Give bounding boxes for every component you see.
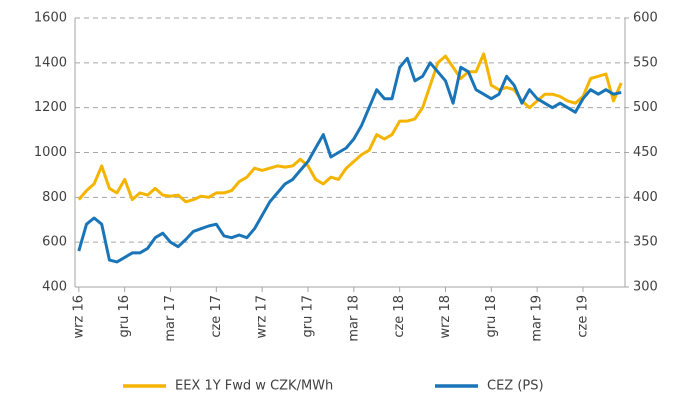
y-tick-label: 800 [42,190,67,205]
x-tick-label: mar 19 [530,295,545,342]
x-tick-label: cze 19 [575,295,590,338]
y2-tick-label: 450 [633,145,658,160]
y2-tick-label: 500 [633,100,658,115]
y2-tick-label: 550 [633,55,658,70]
y-tick-label: 1400 [34,55,67,70]
series-line [77,52,623,204]
y-tick-label: 1200 [34,100,67,115]
x-tick-label: gru 16 [117,295,132,338]
legend-label: EEX 1Y Fwd w CZK/MWh [175,379,333,394]
y2-tick-label: 300 [633,280,658,295]
x-tick-label: wrz 17 [255,295,270,338]
y2-tick-label: 350 [633,235,658,250]
y-tick-label: 400 [42,280,67,295]
x-tick-label: mar 17 [163,295,178,342]
series-line [77,56,622,264]
y-tick-label: 1000 [34,145,67,160]
x-tick-label: wrz 18 [438,295,453,338]
x-tick-label: mar 18 [346,295,361,342]
legend-label: CEZ (PS) [487,379,544,394]
x-tick-label: cze 17 [209,295,224,338]
x-tick-label: gru 17 [300,295,315,338]
y-tick-label: 1600 [34,11,67,26]
x-tick-label: cze 18 [392,295,407,338]
y2-tick-label: 600 [633,11,658,26]
y2-tick-label: 400 [633,190,658,205]
y-tick-label: 600 [42,235,67,250]
x-tick-label: wrz 16 [71,295,86,338]
x-tick-label: gru 18 [484,295,499,338]
